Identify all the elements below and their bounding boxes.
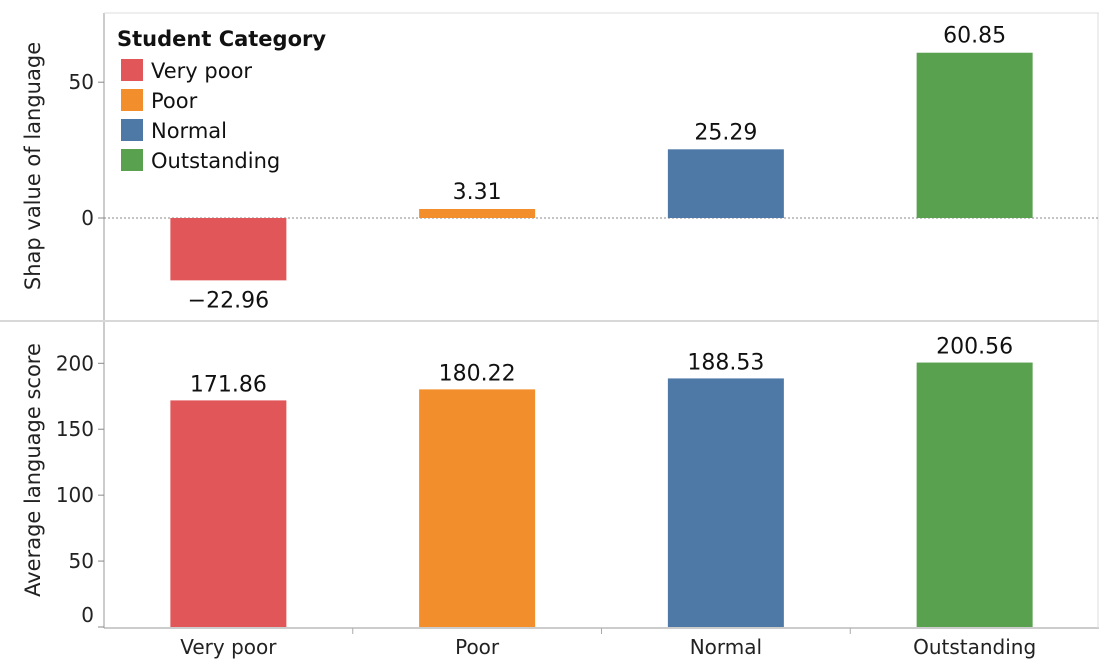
shap-bar-very-poor — [170, 218, 287, 281]
bottom-y-axis-title: Average language score — [21, 343, 45, 597]
shap-value-panel: 0 50 −22.96 3.31 25.29 60.85 — [69, 24, 1099, 313]
bottom-y-tick-label: 100 — [56, 483, 94, 507]
score-bar-poor — [419, 389, 536, 627]
legend-items: Very poor Poor Normal Outstanding — [121, 59, 280, 173]
bottom-y-tick-label: 150 — [56, 417, 94, 441]
score-bar-outstanding — [916, 362, 1033, 627]
legend-label-poor: Poor — [151, 89, 198, 113]
shap-bar-poor — [419, 209, 536, 218]
top-y-tick-label: 50 — [69, 70, 94, 94]
x-tick-label: Poor — [455, 635, 500, 659]
legend-swatch-poor — [121, 89, 143, 111]
average-score-panel: 0 50 100 150 200 171.86 180.22 188.53 200.56 — [56, 335, 1033, 628]
bottom-y-tick-label: 50 — [69, 549, 94, 573]
legend-title: Student Category — [117, 27, 326, 51]
score-bar-very-poor — [170, 400, 287, 627]
score-value-label: 180.22 — [439, 361, 516, 386]
top-y-tick-label: 0 — [81, 206, 94, 230]
score-bar-normal — [667, 378, 784, 627]
shap-value-label: 25.29 — [694, 120, 757, 145]
legend-swatch-very-poor — [121, 59, 143, 81]
score-value-label: 188.53 — [687, 350, 764, 375]
score-value-label: 200.56 — [936, 335, 1013, 360]
legend-label-outstanding: Outstanding — [151, 149, 280, 173]
shap-value-label: −22.96 — [188, 288, 269, 313]
legend-label-very-poor: Very poor — [151, 59, 252, 83]
x-tick-label: Very poor — [180, 635, 277, 659]
legend-swatch-outstanding — [121, 149, 143, 171]
shap-bar-normal — [667, 149, 784, 218]
bottom-y-tick-label: 200 — [56, 351, 94, 375]
legend-swatch-normal — [121, 119, 143, 141]
bottom-y-tick-label: 0 — [81, 603, 94, 627]
shap-bar-outstanding — [916, 52, 1033, 218]
shap-value-label: 3.31 — [453, 180, 502, 205]
shap-value-label: 60.85 — [943, 24, 1006, 49]
x-tick-label: Outstanding — [913, 635, 1036, 659]
score-value-label: 171.86 — [190, 372, 267, 397]
legend: Student Category Very poor Poor Normal Outs… — [117, 27, 326, 173]
legend-label-normal: Normal — [151, 119, 227, 143]
x-axis-ticks: Very poor Poor Normal Outstanding — [180, 628, 1036, 659]
x-tick-label: Normal — [690, 635, 762, 659]
top-y-axis-title: Shap value of language — [21, 42, 45, 290]
